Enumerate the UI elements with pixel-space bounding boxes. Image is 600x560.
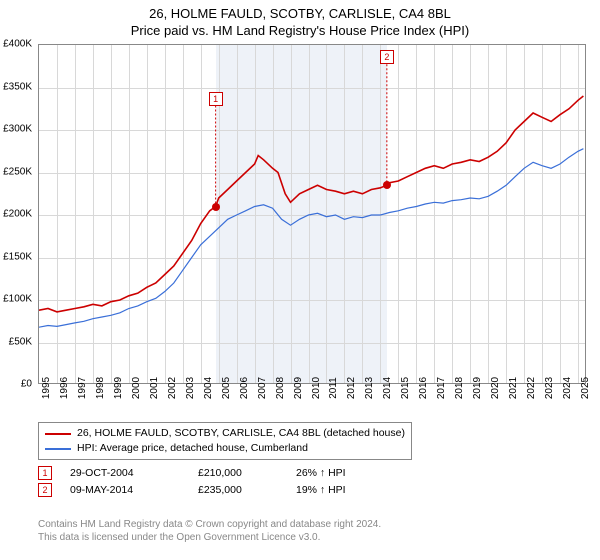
x-axis-label: 2013 bbox=[364, 377, 375, 399]
sales-table: 1 29-OCT-2004 £210,000 26% ↑ HPI 2 09-MA… bbox=[38, 466, 586, 497]
legend-block: 26, HOLME FAULD, SCOTBY, CARLISLE, CA4 8… bbox=[38, 422, 586, 497]
sale-price: £210,000 bbox=[198, 467, 278, 479]
x-axis-label: 2016 bbox=[418, 377, 429, 399]
y-axis-label: £400K bbox=[3, 39, 32, 50]
sale-date: 09-MAY-2014 bbox=[70, 484, 180, 496]
y-axis-label: £50K bbox=[9, 336, 32, 347]
title-block: 26, HOLME FAULD, SCOTBY, CARLISLE, CA4 8… bbox=[0, 0, 600, 38]
y-axis-label: £100K bbox=[3, 294, 32, 305]
x-axis-label: 2010 bbox=[311, 377, 322, 399]
x-axis-label: 2007 bbox=[257, 377, 268, 399]
y-axis-label: £0 bbox=[21, 379, 32, 390]
x-axis-label: 2024 bbox=[562, 377, 573, 399]
x-axis-label: 1996 bbox=[59, 377, 70, 399]
x-axis-label: 2003 bbox=[185, 377, 196, 399]
legend-row-series2: HPI: Average price, detached house, Cumb… bbox=[45, 441, 405, 456]
x-axis-label: 2008 bbox=[275, 377, 286, 399]
y-axis-label: £250K bbox=[3, 166, 32, 177]
y-axis-label: £200K bbox=[3, 209, 32, 220]
x-axis-label: 1995 bbox=[41, 377, 52, 399]
sale-marker-1-icon: 1 bbox=[38, 466, 52, 480]
x-axis-label: 2023 bbox=[544, 377, 555, 399]
x-axis-label: 2020 bbox=[490, 377, 501, 399]
x-axis-label: 2012 bbox=[346, 377, 357, 399]
swatch-series1 bbox=[45, 433, 71, 435]
x-axis-label: 2019 bbox=[472, 377, 483, 399]
x-axis-label: 2017 bbox=[436, 377, 447, 399]
x-axis-label: 2001 bbox=[149, 377, 160, 399]
legend-row-series1: 26, HOLME FAULD, SCOTBY, CARLISLE, CA4 8… bbox=[45, 426, 405, 441]
x-axis-label: 2002 bbox=[167, 377, 178, 399]
sale-marker-box: 2 bbox=[380, 50, 394, 64]
chart-lines bbox=[39, 45, 587, 385]
sale-dot bbox=[212, 203, 220, 211]
x-axis-label: 1997 bbox=[77, 377, 88, 399]
x-axis-label: 2009 bbox=[293, 377, 304, 399]
x-axis-label: 2011 bbox=[328, 377, 339, 399]
swatch-series2 bbox=[45, 448, 71, 450]
x-axis-label: 2005 bbox=[221, 377, 232, 399]
x-axis-label: 1998 bbox=[95, 377, 106, 399]
sale-pct: 26% ↑ HPI bbox=[296, 467, 376, 479]
sale-date: 29-OCT-2004 bbox=[70, 467, 180, 479]
x-axis-label: 2004 bbox=[203, 377, 214, 399]
sale-row: 2 09-MAY-2014 £235,000 19% ↑ HPI bbox=[38, 483, 586, 497]
x-axis-label: 2021 bbox=[508, 377, 519, 399]
legend-box: 26, HOLME FAULD, SCOTBY, CARLISLE, CA4 8… bbox=[38, 422, 412, 460]
title-subtitle: Price paid vs. HM Land Registry's House … bbox=[0, 23, 600, 38]
x-axis-label: 2025 bbox=[580, 377, 591, 399]
sale-dot bbox=[383, 181, 391, 189]
x-axis-label: 2006 bbox=[239, 377, 250, 399]
sale-row: 1 29-OCT-2004 £210,000 26% ↑ HPI bbox=[38, 466, 586, 480]
footer-line2: This data is licensed under the Open Gov… bbox=[38, 531, 381, 544]
title-address: 26, HOLME FAULD, SCOTBY, CARLISLE, CA4 8… bbox=[0, 6, 600, 21]
x-axis-label: 2000 bbox=[131, 377, 142, 399]
x-axis-label: 2018 bbox=[454, 377, 465, 399]
chart-container: 26, HOLME FAULD, SCOTBY, CARLISLE, CA4 8… bbox=[0, 0, 600, 560]
legend-label-series2: HPI: Average price, detached house, Cumb… bbox=[77, 441, 308, 456]
sale-pct: 19% ↑ HPI bbox=[296, 484, 376, 496]
x-axis-label: 1999 bbox=[113, 377, 124, 399]
y-axis-label: £300K bbox=[3, 124, 32, 135]
y-axis-label: £350K bbox=[3, 81, 32, 92]
sale-price: £235,000 bbox=[198, 484, 278, 496]
sale-marker-box: 1 bbox=[209, 92, 223, 106]
legend-label-series1: 26, HOLME FAULD, SCOTBY, CARLISLE, CA4 8… bbox=[77, 426, 405, 441]
x-axis-label: 2014 bbox=[382, 377, 393, 399]
sale-marker-2-icon: 2 bbox=[38, 483, 52, 497]
footer-attribution: Contains HM Land Registry data © Crown c… bbox=[38, 518, 381, 544]
footer-line1: Contains HM Land Registry data © Crown c… bbox=[38, 518, 381, 531]
x-axis-label: 2015 bbox=[400, 377, 411, 399]
y-axis-label: £150K bbox=[3, 251, 32, 262]
plot-region: 12 bbox=[38, 44, 586, 384]
x-axis-label: 2022 bbox=[526, 377, 537, 399]
chart-area: 12 £0£50K£100K£150K£200K£250K£300K£350K£… bbox=[38, 44, 586, 414]
series-line bbox=[39, 96, 583, 312]
